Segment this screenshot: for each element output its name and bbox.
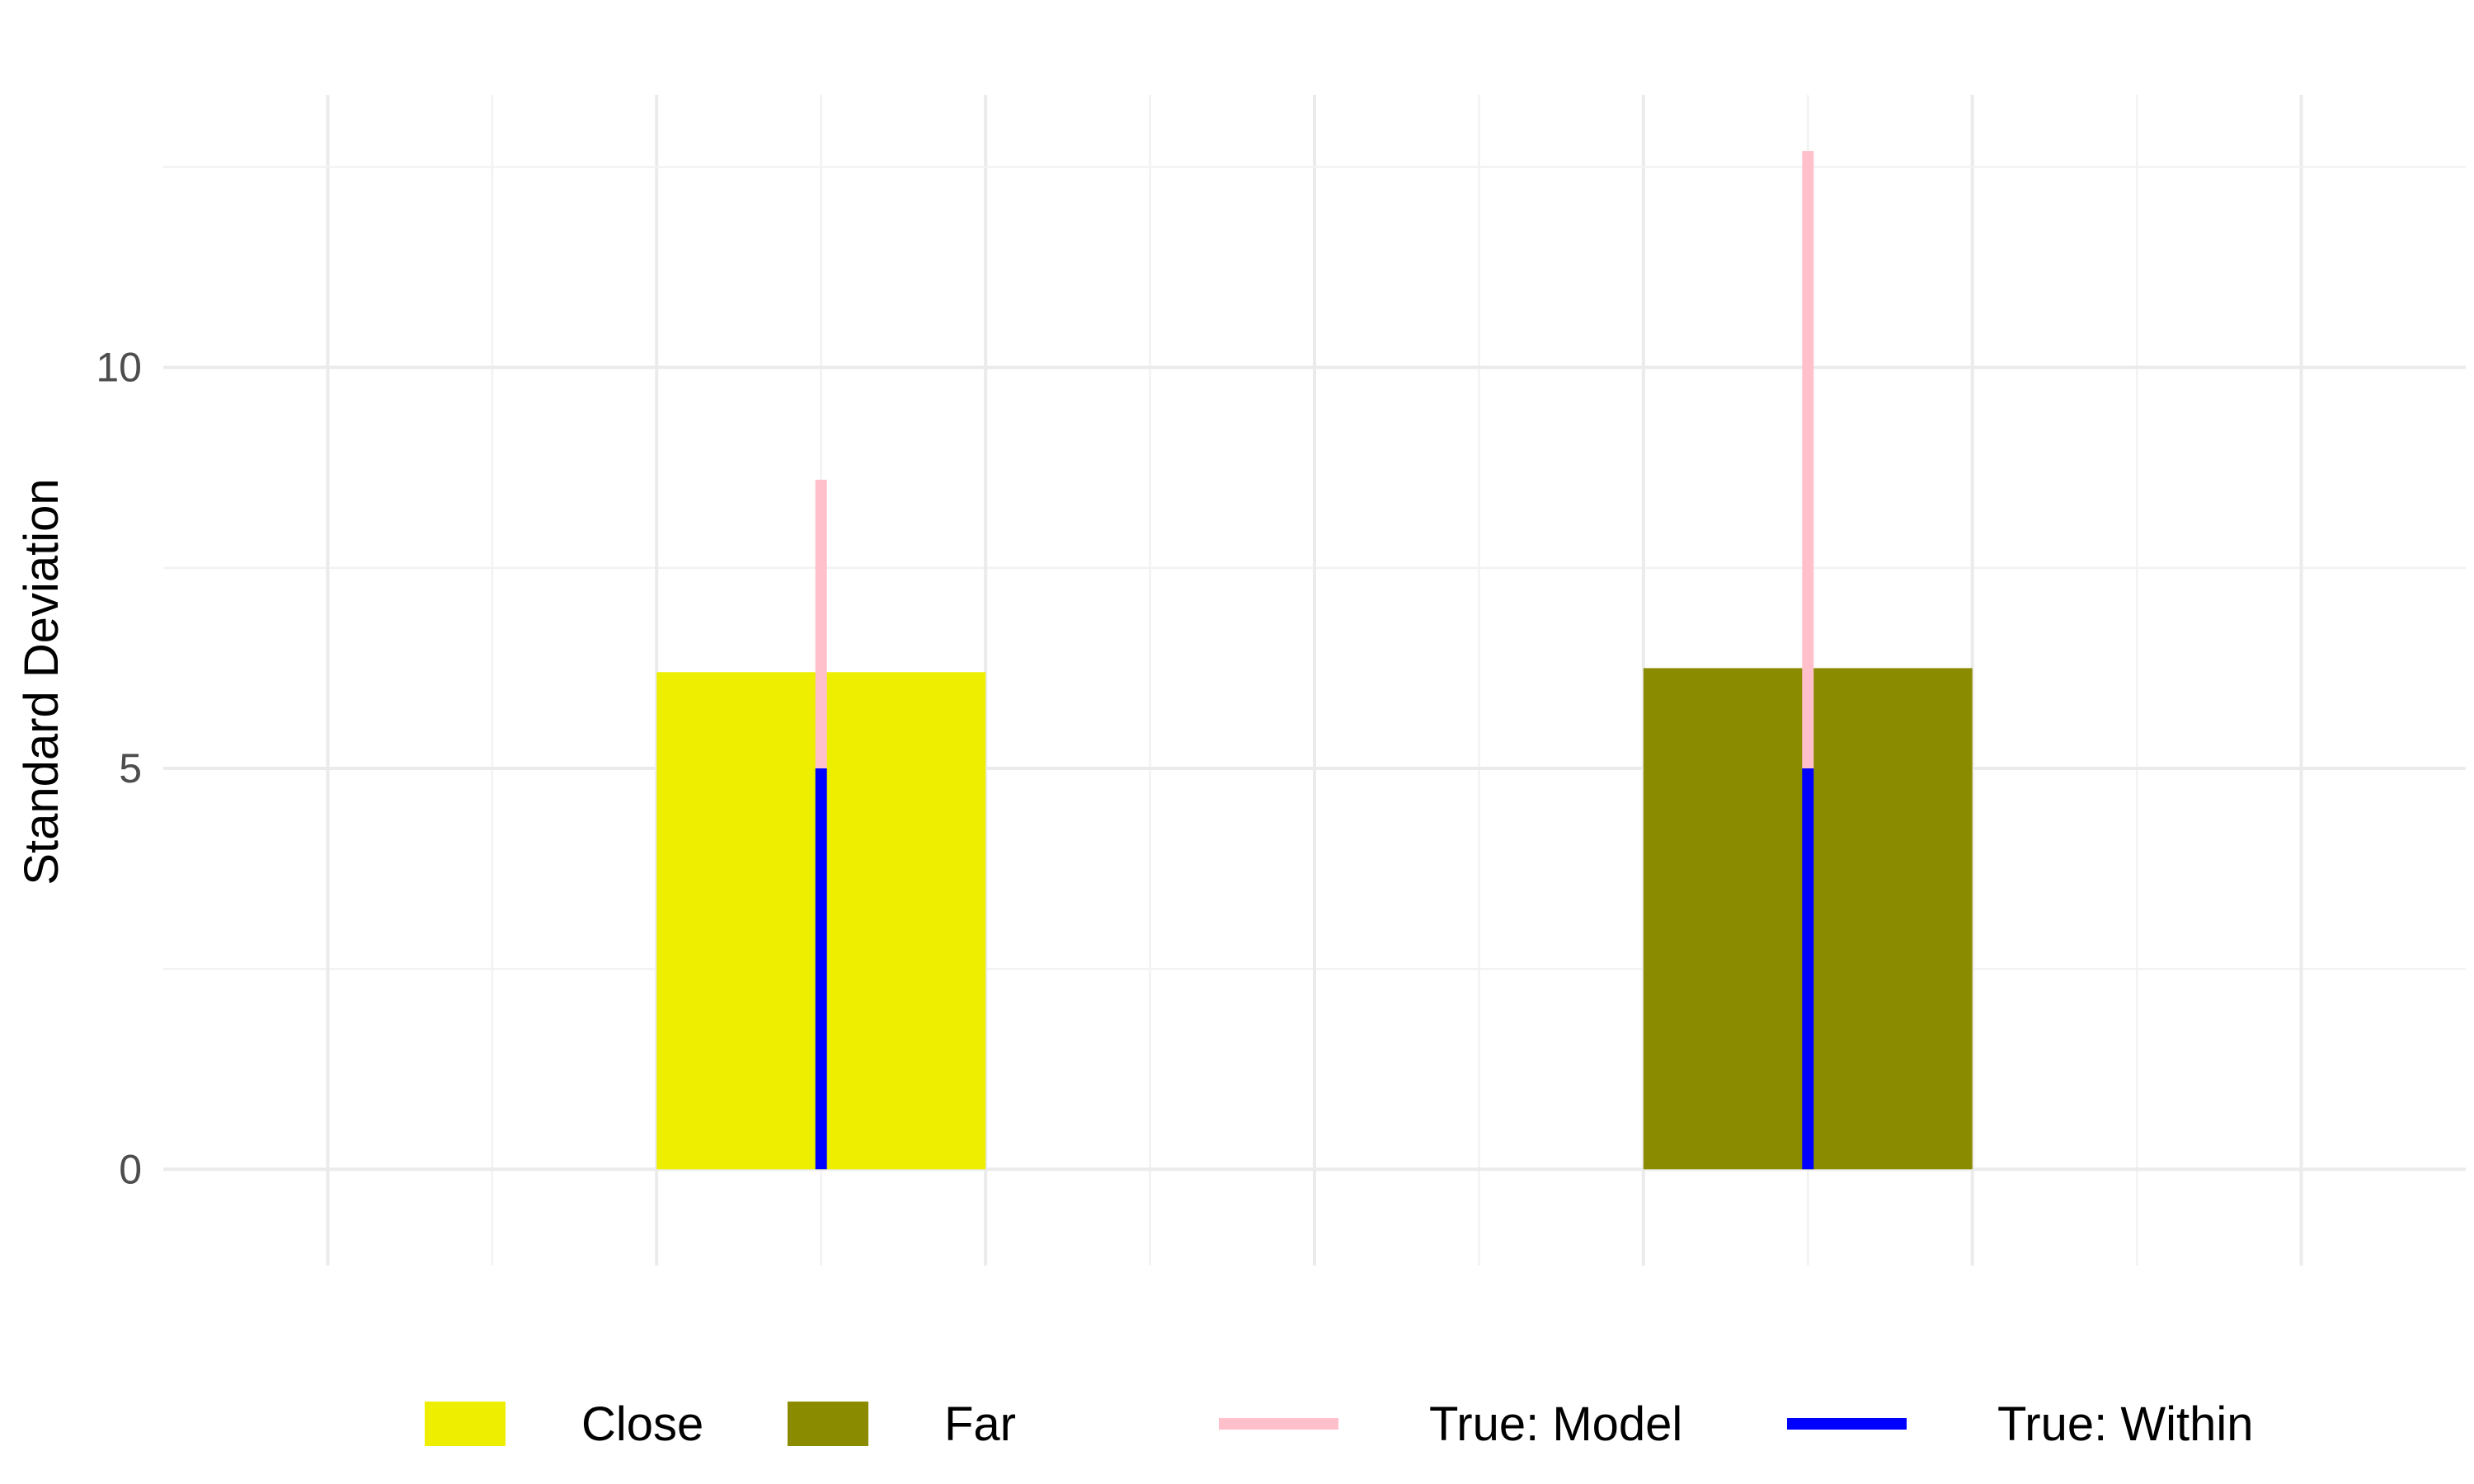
legend-key-close: [425, 1402, 506, 1446]
y-tick-label: 0: [119, 1146, 142, 1192]
segments: [815, 151, 1814, 1170]
legend-label-far: Far: [944, 1397, 1016, 1451]
y-tick-label: 5: [119, 745, 142, 791]
legend-label-true-within: True: Within: [1997, 1397, 2253, 1451]
legend-label-true-model: True: Model: [1429, 1397, 1682, 1451]
legend-label-close: Close: [581, 1397, 703, 1451]
legend: Close Far True: Model True: Within: [425, 1397, 2253, 1451]
legend-key-far: [788, 1402, 868, 1446]
y-axis-title: Standard Deviation: [15, 478, 68, 885]
y-tick-labels: 0 5 10: [96, 345, 142, 1193]
gridlines: [163, 95, 2466, 1266]
y-tick-label: 10: [96, 345, 142, 391]
